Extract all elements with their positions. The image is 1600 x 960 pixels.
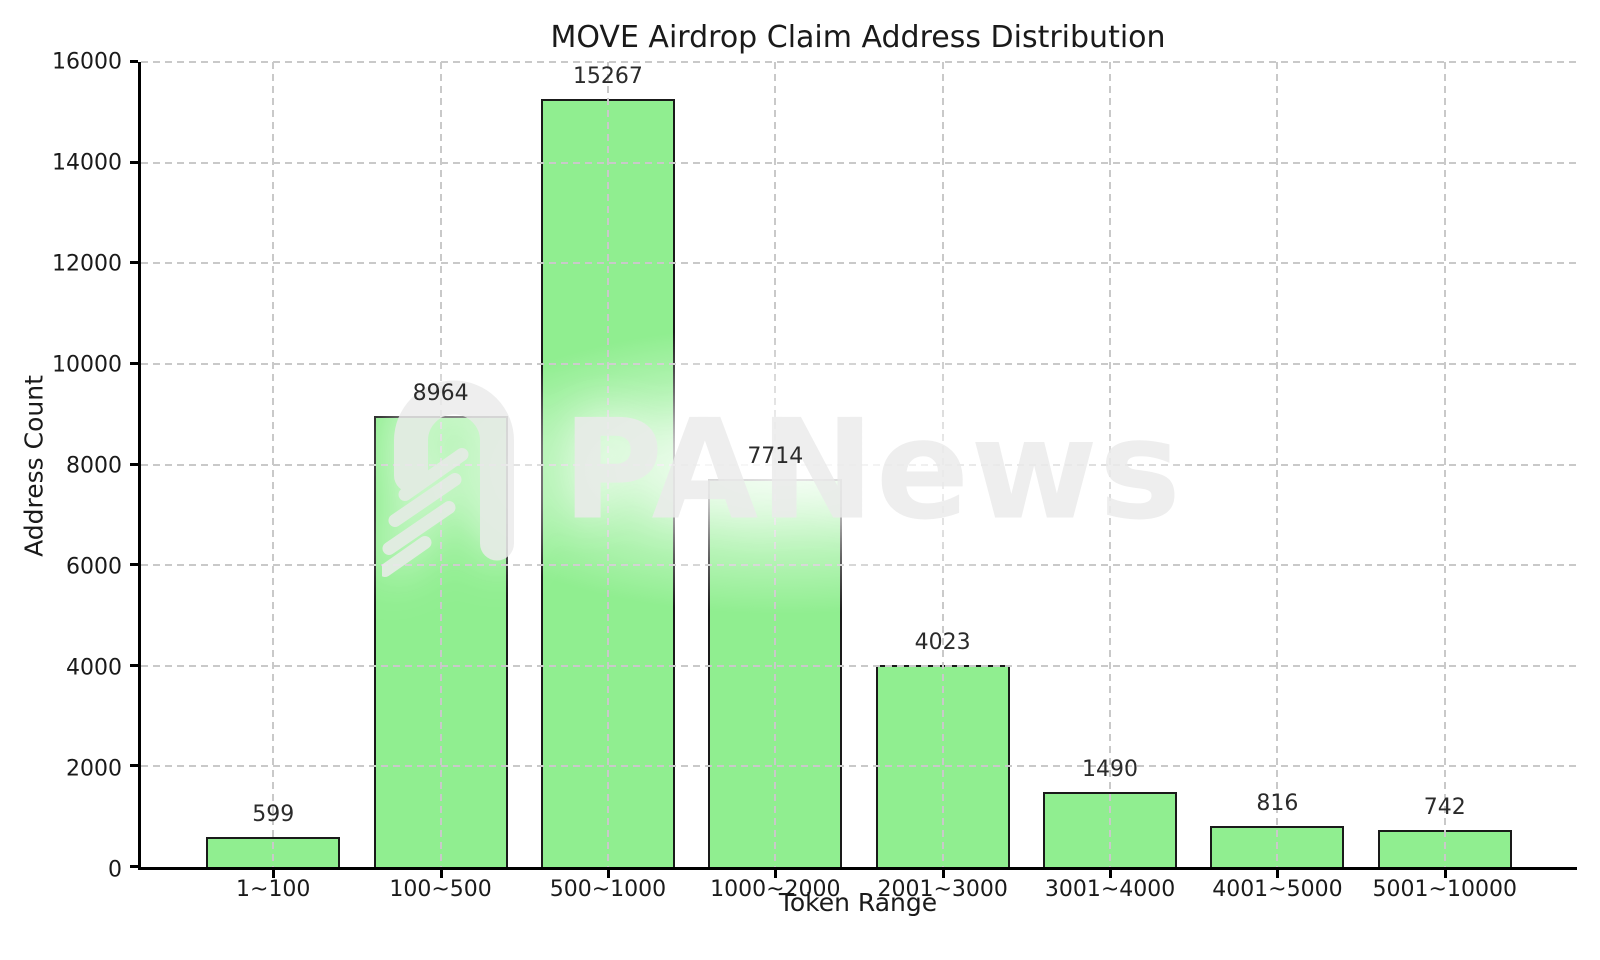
x-tick-label: 5001~10000: [1372, 877, 1517, 902]
y-tick-label: 8000: [66, 453, 122, 479]
y-tick-label: 12000: [52, 251, 122, 277]
x-tick-mark: [439, 870, 443, 878]
y-tick-label: 10000: [52, 352, 122, 378]
bar-value-label: 816: [1256, 790, 1299, 816]
bar-value-label: 742: [1423, 794, 1466, 820]
y-tick-mark: [130, 361, 138, 365]
gridline-h: [141, 161, 1577, 164]
x-tick-mark: [941, 870, 945, 878]
gridline-v: [1109, 62, 1112, 867]
y-tick-label: 16000: [52, 49, 122, 75]
y-tick-label: 14000: [52, 150, 122, 176]
y-tick-mark: [130, 663, 138, 667]
gridline-v: [1443, 62, 1446, 867]
y-tick-label: 6000: [66, 554, 122, 580]
x-tick-mark: [1276, 870, 1280, 878]
y-tick-mark: [130, 865, 138, 868]
gridline-h: [141, 61, 1577, 63]
plot-area: 1~100 599 100~500 8964 500~1000 15267 1000~200…: [130, 60, 1577, 902]
y-tick-mark: [130, 160, 138, 164]
bar-value-label: 599: [252, 801, 295, 827]
x-tick-label: 500~1000: [549, 877, 667, 902]
y-tick-mark: [130, 261, 138, 265]
x-tick-mark: [272, 870, 276, 878]
gridline-v: [941, 62, 944, 867]
x-tick-label: 1~100: [236, 877, 311, 902]
bar-value-label: 4023: [914, 629, 971, 655]
y-tick-mark: [130, 764, 138, 768]
x-axis-label: Token Range: [778, 888, 938, 917]
bar-value-label: 8964: [412, 381, 469, 406]
x-tick-label: 4001~5000: [1212, 877, 1343, 902]
gridline-h: [141, 463, 1577, 466]
y-tick-mark: [130, 60, 138, 63]
gridline-h: [141, 262, 1577, 265]
x-tick-label: 3001~4000: [1044, 877, 1176, 902]
gridline-h: [141, 362, 1577, 365]
y-tick-label: 4000: [66, 655, 122, 681]
x-tick-mark: [1109, 870, 1113, 878]
y-tick-mark: [130, 563, 138, 567]
gridline-v: [272, 62, 275, 867]
bar-value-label: 1490: [1082, 757, 1139, 783]
gridline-v: [439, 62, 442, 867]
y-axis-tick-labels: 0 2000 4000 6000 8000 10000 12000 14000 16000: [0, 50, 122, 883]
gridline-h: [141, 564, 1577, 567]
y-tick-mark: [130, 462, 138, 466]
x-tick-mark: [774, 870, 778, 878]
y-tick-label: 2000: [66, 756, 122, 782]
y-axis-label: Address Count: [19, 375, 49, 557]
gridline-h: [141, 765, 1577, 768]
x-tick-mark: [1443, 870, 1447, 878]
x-tick-mark: [606, 870, 610, 878]
y-tick-label: 0: [108, 857, 122, 883]
bar-value-label: 15267: [572, 63, 643, 89]
bar-value-label: 7714: [747, 443, 804, 469]
chart-title: MOVE Airdrop Claim Address Distribution: [550, 20, 1166, 55]
gridline-v: [606, 62, 609, 867]
gridline-h: [141, 664, 1577, 667]
x-tick-label: 1000~2000: [710, 877, 841, 902]
gridline-v: [1276, 62, 1279, 867]
x-tick-label: 100~500: [389, 877, 492, 902]
x-tick-label: 2001~3000: [877, 877, 1008, 902]
